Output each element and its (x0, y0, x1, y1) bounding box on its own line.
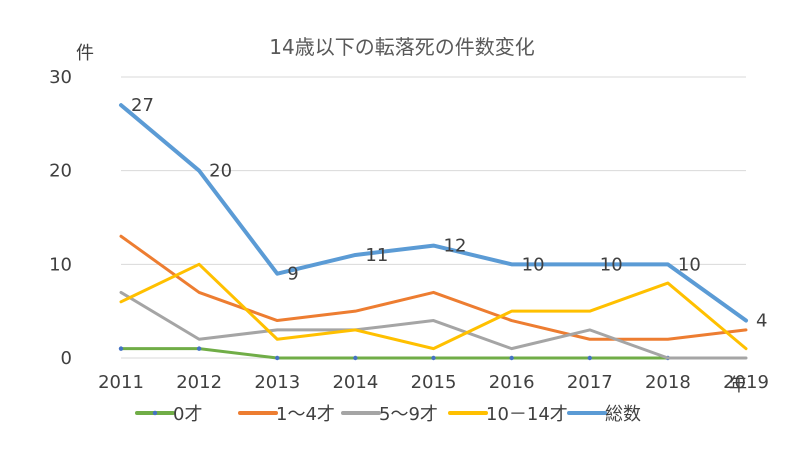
legend-label-3: 10－14才 (486, 404, 568, 425)
x-tick-label-2018: 2018 (645, 372, 691, 393)
x-tick-label-2015: 2015 (411, 372, 457, 393)
series-point-0-2 (275, 355, 280, 361)
x-tick-label-2012: 2012 (176, 372, 222, 393)
y-tick-label-0: 0 (61, 348, 72, 369)
y-axis-unit-label: 件 (76, 43, 94, 64)
grid (121, 76, 746, 359)
total-data-label-2013: 9 (287, 264, 298, 285)
series-line-0 (119, 347, 670, 360)
series-point-0-5 (509, 355, 514, 361)
total-data-label-2014: 11 (365, 245, 388, 266)
legend-label-0: 0才 (173, 404, 202, 425)
total-data-label-2015: 12 (444, 236, 467, 257)
x-tick-label-2013: 2013 (254, 372, 300, 393)
legend-label-1: 1～4才 (276, 404, 335, 425)
y-tick-label-20: 20 (49, 161, 72, 182)
x-tick-label-2017: 2017 (567, 372, 613, 393)
total-data-label-2011: 27 (131, 95, 154, 116)
legend-label-4: 総数 (605, 404, 641, 425)
legend: 0才 1～4才 5～9才 10－14才 総数 (135, 404, 641, 425)
chart-title: 14歳以下の転落死の件数変化 (269, 35, 534, 59)
series-3 (119, 262, 748, 351)
data-labels: 27 20 9 11 12 10 10 10 4 (131, 95, 767, 331)
x-tick-label-2014: 2014 (332, 372, 378, 393)
x-axis-unit-label: 年 (729, 375, 747, 396)
total-data-label-2018: 10 (678, 254, 701, 275)
total-data-label-2019: 4 (756, 311, 767, 332)
series-point-0-1 (196, 346, 202, 351)
y-tick-label-10: 10 (49, 254, 72, 275)
total-data-label-2017: 10 (600, 254, 623, 275)
series-point-0-3 (353, 355, 358, 361)
series-point-0-6 (587, 355, 592, 361)
x-tick-label-2011: 2011 (98, 372, 144, 393)
data-series (118, 103, 748, 361)
series-1 (119, 234, 748, 341)
total-data-label-2016: 10 (522, 254, 545, 275)
x-tick-label-2016: 2016 (489, 372, 535, 393)
series-point-0-4 (431, 355, 436, 361)
series-4 (119, 103, 748, 323)
legend-label-2: 5～9才 (379, 404, 438, 425)
x-tick-label-2019: 2019 (723, 372, 769, 393)
legend-marker-0 (152, 410, 158, 416)
y-tick-label-30: 30 (49, 67, 72, 88)
series-2 (119, 290, 748, 360)
series-point-0-0 (118, 346, 124, 351)
total-data-label-2012: 20 (209, 161, 232, 182)
